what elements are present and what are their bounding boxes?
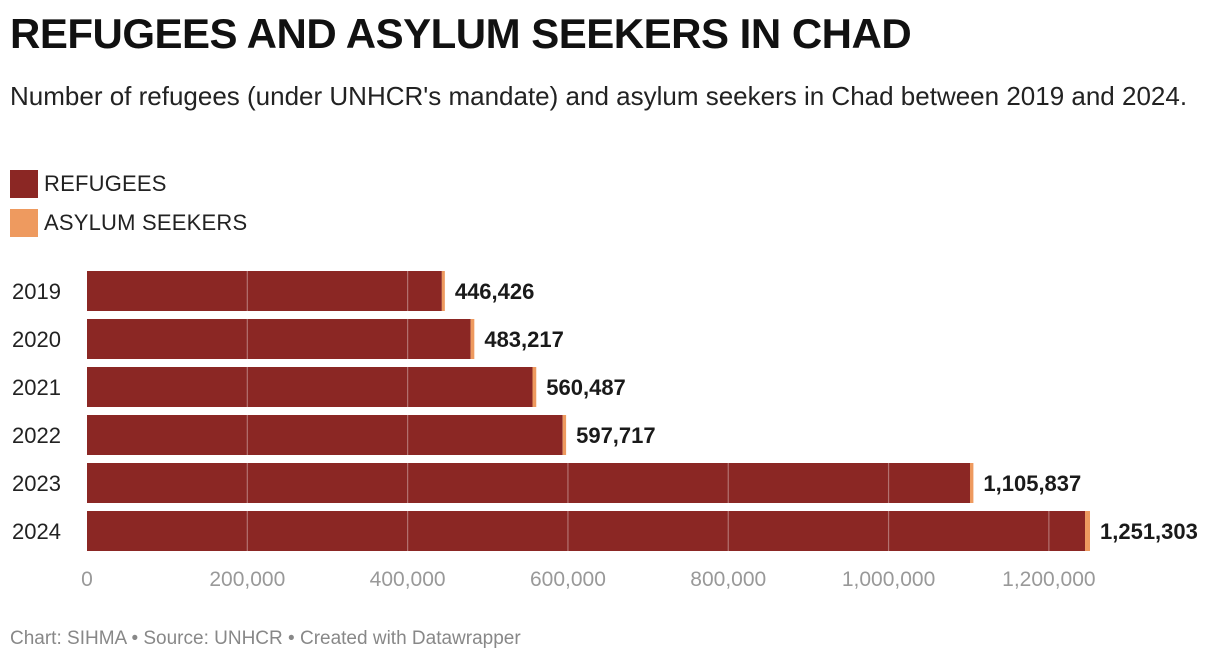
- bar-asylum-seekers: [532, 367, 537, 407]
- bar-refugees: [87, 319, 471, 359]
- x-tick-label: 200,000: [209, 568, 285, 591]
- bar-refugees: [87, 271, 442, 311]
- legend-label-asylum-seekers: ASYLUM SEEKERS: [44, 210, 248, 235]
- bar-asylum-seekers: [470, 319, 475, 359]
- bar-chart: 2019 2020 2021 2022 2023 2024 446,426 483,217 56…: [12, 271, 1198, 591]
- total-value-label: 1,251,303: [1100, 519, 1198, 544]
- x-tick-label: 1,000,000: [842, 568, 935, 591]
- legend: REFUGEES ASYLUM SEEKERS: [10, 170, 247, 248]
- category-label: 2020: [12, 327, 61, 352]
- x-tick-label: 0: [81, 568, 93, 591]
- legend-swatch-asylum-seekers: [10, 209, 38, 237]
- footer-chart-by: Chart: SIHMA: [10, 628, 127, 649]
- footer-source: Source: UNHCR: [143, 628, 283, 649]
- category-label: 2021: [12, 375, 61, 400]
- legend-label-refugees: REFUGEES: [44, 171, 167, 196]
- category-label: 2022: [12, 423, 61, 448]
- x-tick-label: 400,000: [370, 568, 446, 591]
- bar-asylum-seekers: [970, 463, 974, 503]
- x-tick-label: 800,000: [690, 568, 766, 591]
- total-value-label: 560,487: [546, 375, 626, 400]
- bar-asylum-seekers: [1085, 511, 1090, 551]
- total-value-label: 1,105,837: [983, 471, 1081, 496]
- bar-refugees: [87, 367, 533, 407]
- chart-title: REFUGEES AND ASYLUM SEEKERS IN CHAD: [10, 10, 912, 57]
- category-label: 2019: [12, 279, 61, 304]
- bar-refugees: [87, 415, 563, 455]
- total-value-label: 483,217: [484, 327, 564, 352]
- x-tick-label: 600,000: [530, 568, 606, 591]
- footer-created-with: Created with Datawrapper: [299, 628, 521, 649]
- legend-item-asylum-seekers: ASYLUM SEEKERS: [10, 209, 247, 237]
- total-value-label: 597,717: [576, 423, 656, 448]
- footer-separator: •: [288, 628, 295, 649]
- total-value-label: 446,426: [455, 279, 535, 304]
- legend-swatch-refugees: [10, 170, 38, 198]
- category-label: 2024: [12, 519, 61, 544]
- bar-refugees: [87, 463, 971, 503]
- legend-item-refugees: REFUGEES: [10, 170, 247, 198]
- bar-asylum-seekers: [441, 271, 445, 311]
- footer: Chart: SIHMA • Source: UNHCR • Created w…: [10, 628, 521, 650]
- bar-refugees: [87, 511, 1086, 551]
- chart-subtitle: Number of refugees (under UNHCR's mandat…: [10, 81, 1188, 111]
- footer-separator: •: [131, 628, 139, 649]
- category-label: 2023: [12, 471, 61, 496]
- x-tick-label: 1,200,000: [1002, 568, 1095, 591]
- bar-asylum-seekers: [562, 415, 567, 455]
